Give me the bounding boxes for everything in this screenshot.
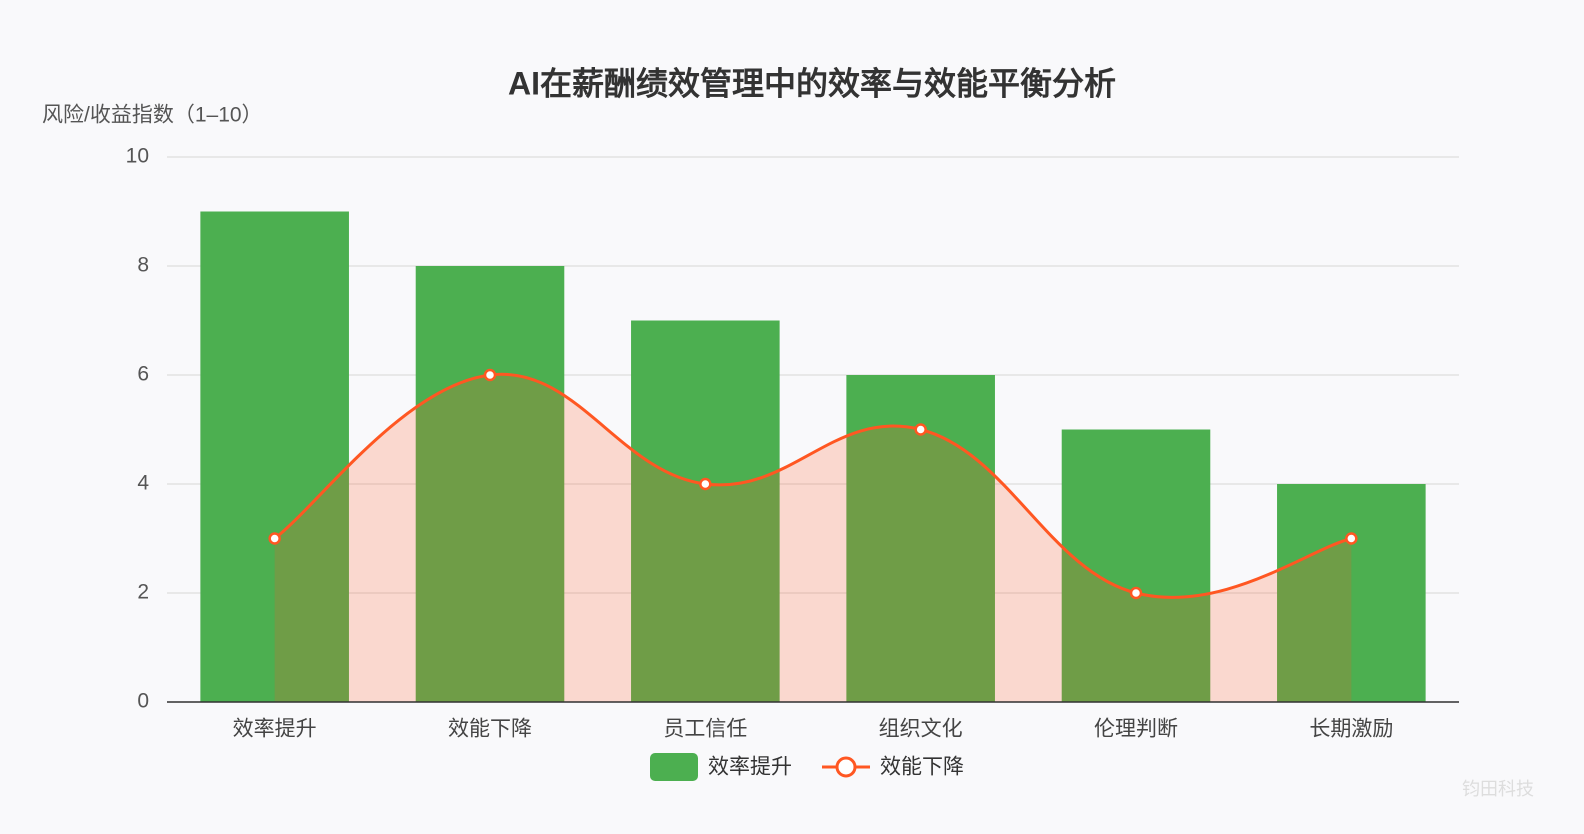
- y-tick-label: 6: [137, 363, 149, 386]
- x-tick-label: 效率提升: [233, 718, 317, 741]
- y-tick-label: 2: [137, 581, 149, 604]
- bar: [631, 320, 780, 702]
- y-tick-label: 0: [137, 690, 149, 713]
- line-point: [699, 477, 712, 491]
- bar: [1277, 484, 1426, 702]
- bar: [200, 211, 349, 702]
- bar: [1061, 429, 1211, 702]
- line-point: [483, 368, 497, 382]
- line: [273, 372, 1352, 599]
- x-tick-label: 员工信任: [663, 718, 747, 741]
- x-tick-label: 伦理判断: [1094, 718, 1178, 741]
- legend-swatch: [835, 756, 857, 778]
- chart-title: AI在薪酬绩效管理中的效率与效能平衡分析: [508, 65, 1116, 101]
- line-point: [914, 423, 927, 436]
- x-tick-label: 长期激励: [1309, 718, 1393, 741]
- line-point: [1345, 532, 1358, 545]
- line-point: [268, 532, 281, 545]
- legend-label: 效能下降: [880, 756, 964, 779]
- x-tick-label: 组织文化: [879, 718, 963, 741]
- y-axis-label: 风险/收益指数（1–10）: [42, 104, 263, 127]
- line-area: [274, 374, 1352, 702]
- legend-swatch: [650, 753, 698, 781]
- x-tick-label: 效能下降: [448, 718, 532, 741]
- bar: [415, 266, 565, 702]
- y-tick-label: 8: [137, 254, 149, 277]
- legend-label: 效率提升: [708, 756, 792, 779]
- line-point: [1129, 586, 1143, 600]
- y-tick-label: 4: [137, 472, 149, 495]
- y-tick-label: 10: [126, 145, 149, 168]
- watermark: 钧田科技: [1462, 779, 1534, 799]
